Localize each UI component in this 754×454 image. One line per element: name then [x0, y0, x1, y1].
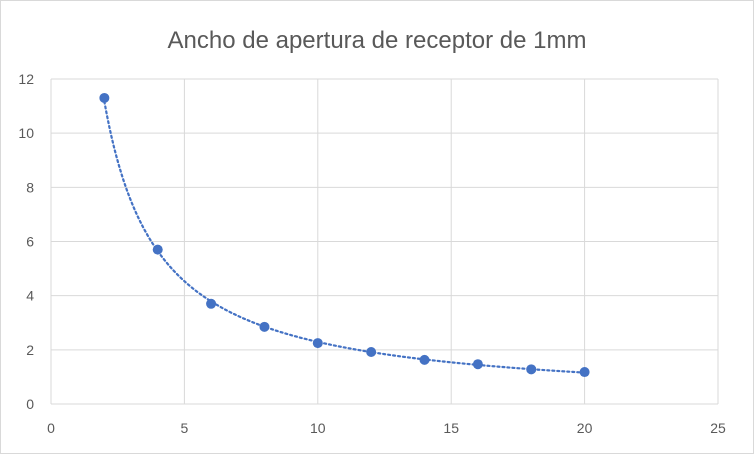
y-tick-label: 4	[26, 288, 34, 304]
chart-title: Ancho de apertura de receptor de 1mm	[168, 27, 587, 54]
y-gridlines	[51, 78, 718, 351]
data-point	[419, 354, 430, 365]
data-point	[366, 347, 377, 357]
data-point	[579, 367, 590, 378]
x-tick-label: 20	[577, 420, 593, 436]
x-tick-labels: 0 5 10 15 20 25	[47, 420, 726, 436]
data-point	[152, 244, 163, 255]
data-point	[99, 92, 110, 103]
y-tick-label: 0	[26, 396, 34, 412]
x-tick-label: 5	[181, 420, 189, 436]
x-gridlines	[183, 79, 719, 404]
y-tick-label: 2	[26, 342, 34, 358]
data-point	[526, 364, 537, 375]
data-point	[259, 321, 270, 332]
y-tick-label: 8	[26, 179, 34, 195]
data-point	[206, 298, 217, 309]
x-tick-label: 10	[310, 420, 326, 436]
data-point	[312, 338, 323, 349]
trendline-path	[103, 100, 586, 374]
x-tick-label: 15	[443, 420, 459, 436]
x-tick-label: 0	[47, 420, 55, 436]
y-tick-label: 6	[26, 234, 34, 250]
x-tick-label: 25	[710, 420, 726, 436]
data-point	[472, 359, 483, 370]
data-points	[99, 92, 590, 378]
y-tick-label: 10	[18, 125, 34, 141]
y-tick-labels: 0 2 4 6 8 10 12	[18, 71, 34, 412]
y-tick-label: 12	[18, 71, 34, 87]
trendline	[103, 100, 586, 374]
